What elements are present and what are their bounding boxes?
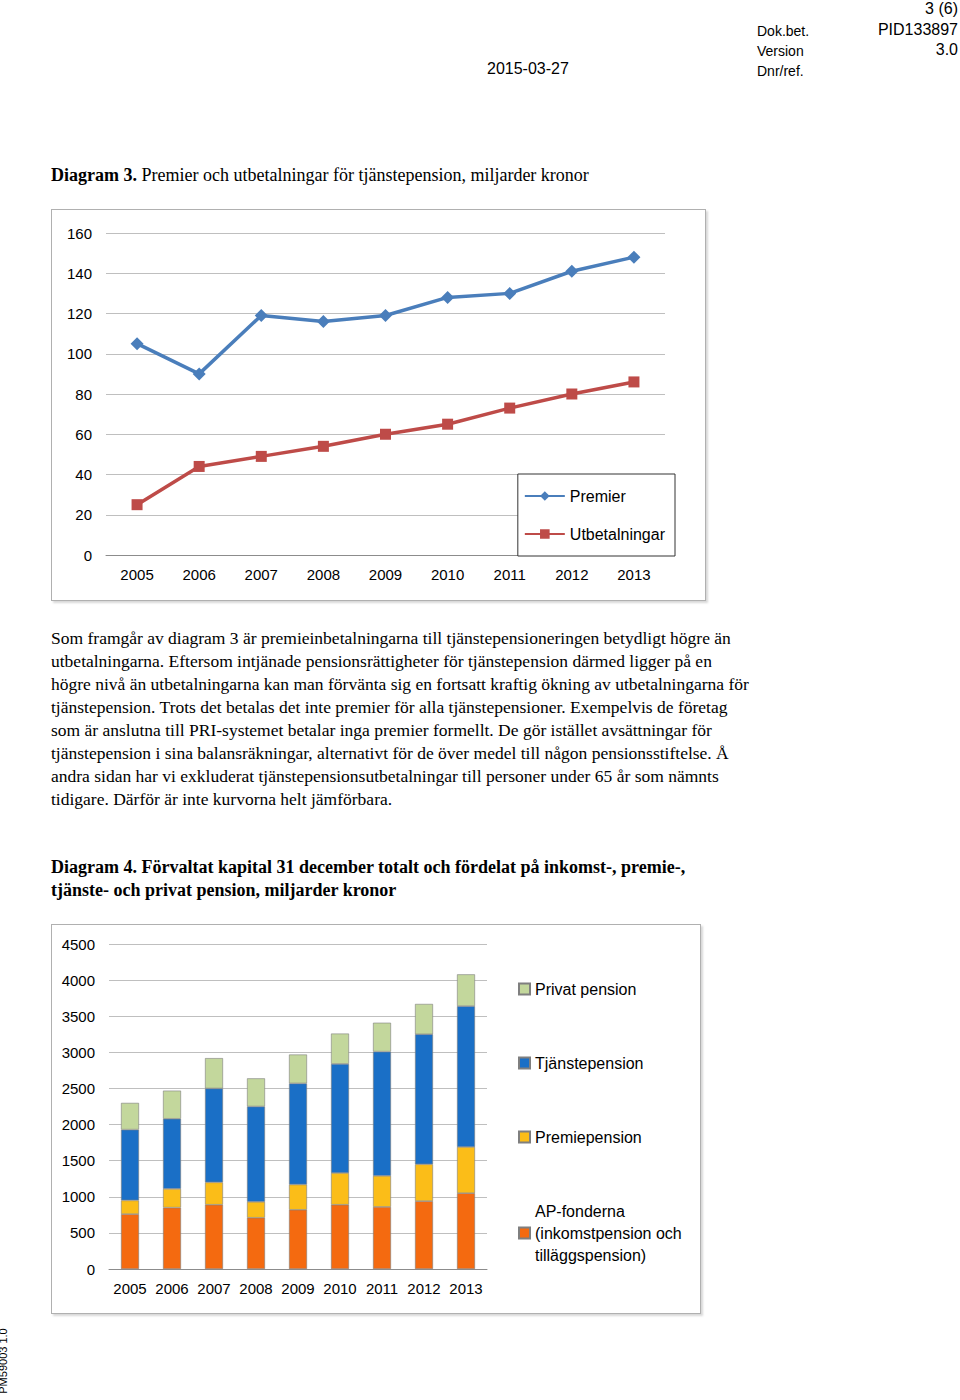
svg-text:2005: 2005 [113,1280,146,1297]
svg-text:2006: 2006 [155,1280,188,1297]
html-text:PID133897: PID133897 [877,21,958,38]
svg-text:2013: 2013 [449,1280,482,1297]
html-text:Dnr/ref.: Dnr/ref. [757,63,804,79]
html-text:Diagram 3. Premier och utbetal: Diagram 3. Premier och utbetalningar för… [51,165,589,185]
svg-text:Premier: Premier [570,488,627,505]
svg-text:20: 20 [75,506,92,523]
svg-text:2006: 2006 [182,566,215,583]
svg-text:Tjänstepension: Tjänstepension [535,1055,644,1072]
svg-text:2011: 2011 [366,1280,398,1297]
svg-text:2007: 2007 [197,1280,230,1297]
svg-text:3500: 3500 [62,1008,95,1025]
svg-text:Premiepension: Premiepension [535,1129,642,1146]
svg-text:2013: 2013 [617,566,650,583]
html-text:Dok.bet.: Dok.bet. [757,23,810,39]
svg-text:1500: 1500 [62,1152,95,1169]
svg-text:2008: 2008 [239,1280,272,1297]
svg-text:2500: 2500 [62,1080,95,1097]
svg-text:0: 0 [87,1261,95,1278]
svg-text:AP-fonderna: AP-fonderna [535,1203,629,1220]
html-text:2015-03-27: 2015-03-27 [487,60,569,77]
svg-text:160: 160 [67,225,92,242]
svg-text:1000: 1000 [62,1188,95,1205]
svg-text:0: 0 [84,547,92,564]
svg-text:2009: 2009 [369,566,402,583]
html-text:3 (6): 3 (6) [925,0,958,17]
svg-text:40: 40 [75,466,92,483]
html-text:3.0: 3.0 [935,41,958,58]
html-text:Som framgår av diagram 3 är pr: Som framgår av diagram 3 är premieinbeta… [51,628,749,809]
svg-text:2005: 2005 [120,566,153,583]
svg-text:2012: 2012 [407,1280,440,1297]
svg-text:2011: 2011 [494,566,526,583]
svg-text:120: 120 [67,305,92,322]
svg-text:4500: 4500 [62,936,95,953]
svg-text:Privat pension: Privat pension [535,981,636,998]
svg-text:3000: 3000 [62,1044,95,1061]
svg-text:tilläggspension): tilläggspension) [535,1247,646,1264]
svg-text:140: 140 [67,265,92,282]
svg-text:100: 100 [67,345,92,362]
html-text:Version: Version [757,43,804,59]
svg-text:(inkomstpension och: (inkomstpension och [535,1225,686,1242]
svg-text:Utbetalningar: Utbetalningar [570,526,666,543]
html-text:Diagram 4. Förvaltat kapital 3: Diagram 4. Förvaltat kapital 31 december… [51,857,686,900]
svg-text:4000: 4000 [62,972,95,989]
svg-text:2009: 2009 [281,1280,314,1297]
svg-text:2008: 2008 [307,566,340,583]
svg-text:500: 500 [70,1224,95,1241]
svg-text:2012: 2012 [555,566,588,583]
svg-text:2000: 2000 [62,1116,95,1133]
svg-text:60: 60 [75,426,92,443]
svg-text:80: 80 [75,386,92,403]
svg-text:2007: 2007 [245,566,278,583]
svg-text:2010: 2010 [323,1280,356,1297]
svg-text:2010: 2010 [431,566,464,583]
